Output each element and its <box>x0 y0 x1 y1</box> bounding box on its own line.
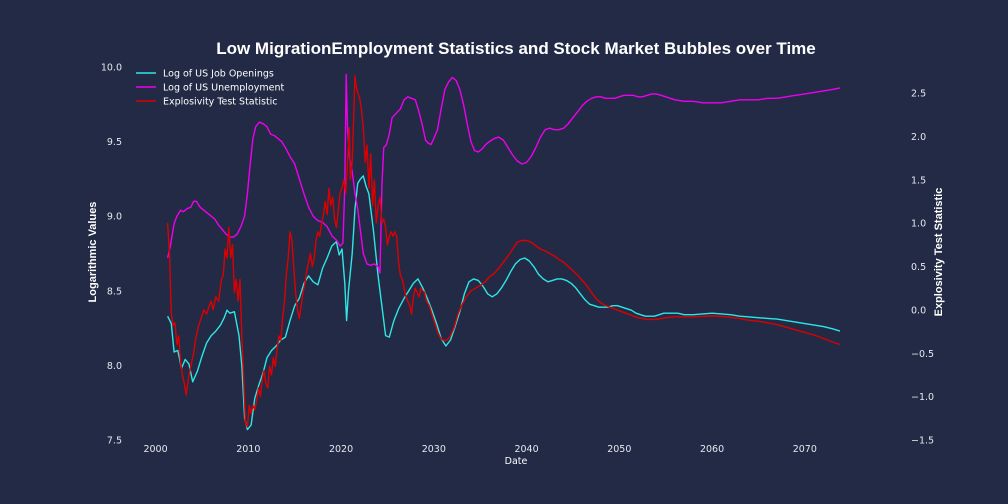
legend: Log of US Job Openings Log of US Unemplo… <box>136 69 284 108</box>
plot-area <box>166 73 841 431</box>
y-left-axis: 7.5 8.0 8.5 9.0 9.5 10.0 <box>101 63 122 447</box>
y-left-tick-label: 7.5 <box>107 436 122 447</box>
x-tick-label: 2030 <box>422 444 446 455</box>
x-tick-label: 2060 <box>700 444 724 455</box>
y-right-axis-label: Explosivity Test Statistic <box>933 188 945 317</box>
y-left-tick-label: 8.5 <box>107 286 122 297</box>
legend-label-explosivity: Explosivity Test Statistic <box>163 97 278 108</box>
y-left-tick-label: 10.0 <box>101 63 122 74</box>
y-left-axis-label: Logarithmic Values <box>87 202 99 303</box>
x-axis: 2000 2010 2020 2030 2040 2050 2060 2070 <box>143 444 816 455</box>
y-right-tick-label: 1.0 <box>911 219 926 230</box>
series-line-explosivity <box>166 75 841 428</box>
x-tick-label: 2050 <box>607 444 631 455</box>
y-right-tick-label: 2.5 <box>911 89 926 100</box>
x-axis-label: Date <box>505 456 528 467</box>
y-left-tick-label: 9.0 <box>107 212 122 223</box>
x-tick-label: 2070 <box>793 444 817 455</box>
y-right-tick-label: 2.0 <box>911 132 926 143</box>
y-right-axis: −1.5 −1.0 −0.5 0.0 0.5 1.0 1.5 2.0 2.5 <box>911 89 934 447</box>
x-tick-label: 2010 <box>236 444 260 455</box>
y-right-tick-label: 0.0 <box>911 305 926 316</box>
y-right-tick-label: −1.5 <box>911 436 934 447</box>
legend-label-job-openings: Log of US Job Openings <box>163 69 274 80</box>
legend-label-unemployment: Log of US Unemployment <box>163 83 284 94</box>
y-right-tick-label: 1.5 <box>911 175 926 186</box>
x-tick-label: 2020 <box>329 444 353 455</box>
x-tick-label: 2040 <box>514 444 538 455</box>
chart-title: Low MigrationEmployment Statistics and S… <box>216 39 816 58</box>
y-right-tick-label: −0.5 <box>911 349 934 360</box>
series-line-job-openings <box>166 175 841 431</box>
y-right-tick-label: −1.0 <box>911 392 934 403</box>
y-left-tick-label: 9.5 <box>107 137 122 148</box>
y-left-tick-label: 8.0 <box>107 361 122 372</box>
y-right-tick-label: 0.5 <box>911 262 926 273</box>
series-line-unemployment <box>166 73 841 274</box>
x-tick-label: 2000 <box>143 444 167 455</box>
